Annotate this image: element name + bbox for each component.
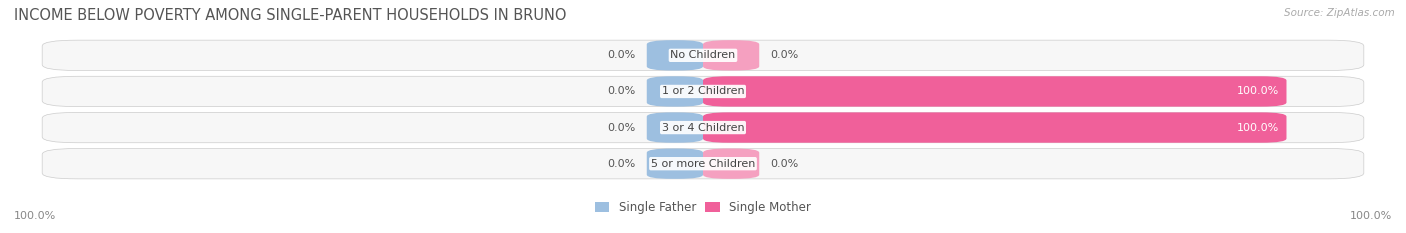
FancyBboxPatch shape	[647, 76, 703, 107]
FancyBboxPatch shape	[703, 40, 759, 71]
Text: 0.0%: 0.0%	[607, 159, 636, 169]
Text: 0.0%: 0.0%	[770, 50, 799, 60]
Text: 5 or more Children: 5 or more Children	[651, 159, 755, 169]
FancyBboxPatch shape	[703, 148, 759, 179]
FancyBboxPatch shape	[42, 148, 1364, 179]
Text: Source: ZipAtlas.com: Source: ZipAtlas.com	[1284, 8, 1395, 18]
Text: 100.0%: 100.0%	[1237, 86, 1279, 96]
FancyBboxPatch shape	[647, 148, 703, 179]
Text: 0.0%: 0.0%	[607, 86, 636, 96]
FancyBboxPatch shape	[42, 40, 1364, 71]
Text: 0.0%: 0.0%	[607, 50, 636, 60]
Text: 0.0%: 0.0%	[607, 123, 636, 133]
Text: 0.0%: 0.0%	[770, 159, 799, 169]
Text: 1 or 2 Children: 1 or 2 Children	[662, 86, 744, 96]
FancyBboxPatch shape	[703, 112, 1286, 143]
Text: No Children: No Children	[671, 50, 735, 60]
Text: 100.0%: 100.0%	[14, 211, 56, 220]
Legend: Single Father, Single Mother: Single Father, Single Mother	[591, 196, 815, 219]
Text: 100.0%: 100.0%	[1350, 211, 1392, 220]
FancyBboxPatch shape	[647, 40, 703, 71]
Text: 3 or 4 Children: 3 or 4 Children	[662, 123, 744, 133]
FancyBboxPatch shape	[647, 112, 703, 143]
FancyBboxPatch shape	[42, 76, 1364, 107]
Text: 100.0%: 100.0%	[1237, 123, 1279, 133]
FancyBboxPatch shape	[703, 76, 1286, 107]
Text: INCOME BELOW POVERTY AMONG SINGLE-PARENT HOUSEHOLDS IN BRUNO: INCOME BELOW POVERTY AMONG SINGLE-PARENT…	[14, 8, 567, 23]
FancyBboxPatch shape	[42, 112, 1364, 143]
